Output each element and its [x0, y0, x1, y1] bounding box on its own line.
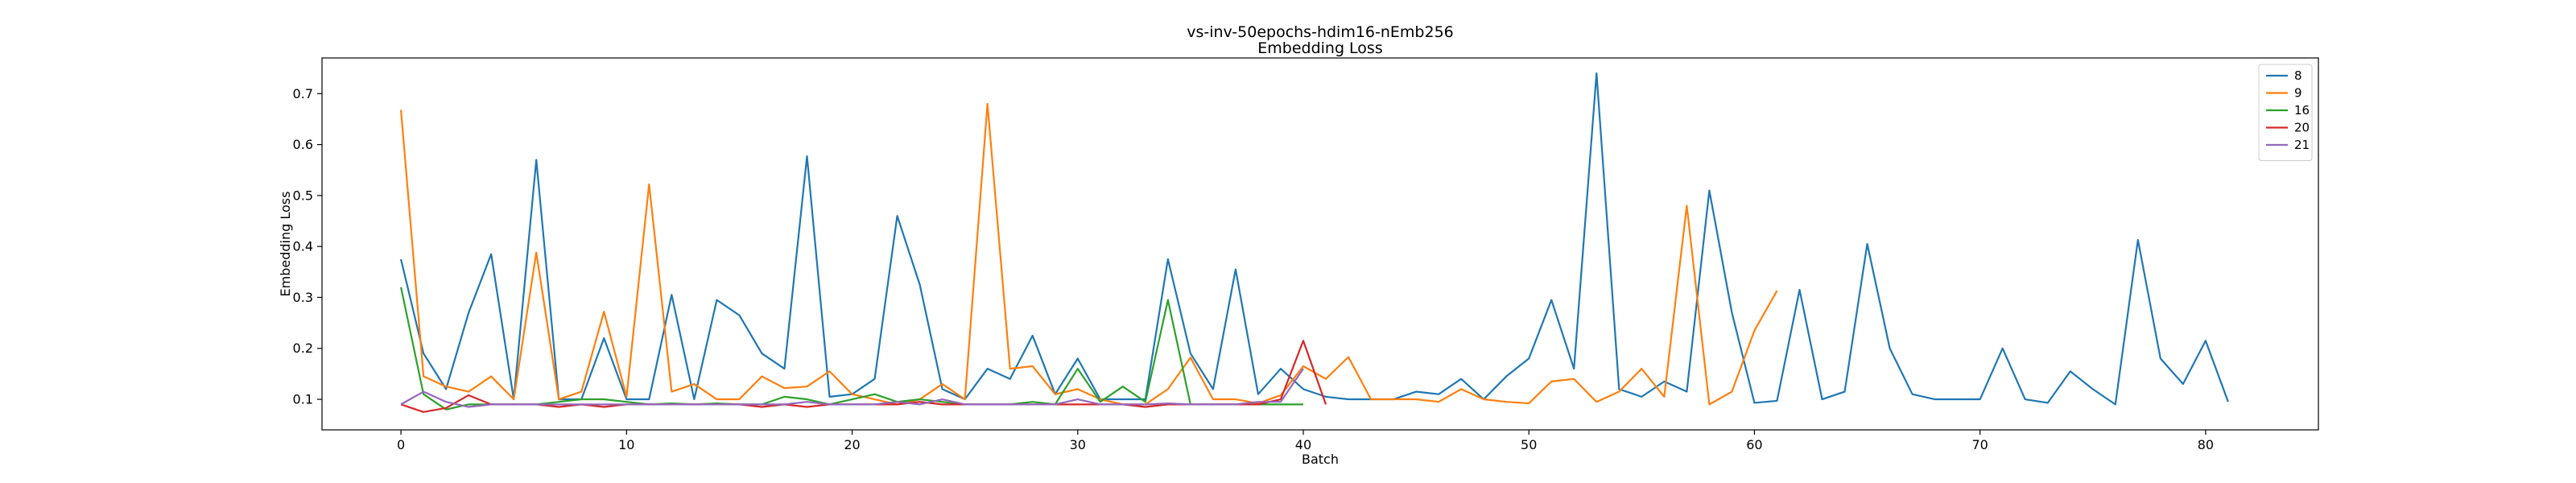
legend-label-8: 8 [2294, 68, 2302, 83]
y-tick-label: 0.7 [293, 86, 313, 101]
x-tick-label: 70 [1971, 437, 1988, 452]
y-tick-label: 0.1 [293, 392, 313, 407]
x-tick-label: 10 [618, 437, 634, 452]
y-tick-label: 0.5 [293, 188, 313, 203]
series-line-9 [399, 102, 1778, 406]
x-tick-label: 40 [1295, 437, 1311, 452]
chart-title: vs-inv-50epochs-hdim16-nEmb256 [1187, 23, 1454, 41]
y-axis-label: Embedding Loss [278, 192, 293, 297]
series-line-8 [400, 72, 2229, 406]
x-tick-label: 50 [1521, 437, 1537, 452]
y-axis: 0.1 0.2 0.3 0.4 0.5 0.6 0.7 [293, 86, 322, 407]
y-tick-label: 0.6 [293, 137, 313, 152]
series-line-21 [400, 368, 1304, 408]
legend-label-20: 20 [2294, 121, 2310, 135]
y-tick-label: 0.3 [293, 290, 313, 305]
y-tick-label: 0.4 [293, 239, 313, 254]
chart-subtitle: Embedding Loss [1257, 39, 1382, 57]
x-axis-label: Batch [1302, 452, 1339, 467]
legend-label-9: 9 [2294, 86, 2302, 101]
legend-label-21: 21 [2294, 138, 2310, 152]
y-tick-label: 0.2 [293, 341, 313, 356]
legend-label-16: 16 [2294, 103, 2310, 118]
plot-area: 0 10 20 30 40 50 60 70 80 0.1 0.2 0.3 0.4 0.5 0.6 0.7 [293, 57, 2319, 452]
x-tick-label: 30 [1070, 437, 1086, 452]
x-tick-label: 0 [397, 437, 405, 452]
plot-frame [321, 57, 2319, 431]
legend: 8 9 16 20 21 [2258, 64, 2313, 161]
x-tick-label: 20 [844, 437, 860, 452]
series-layer [399, 72, 2229, 413]
x-tick-label: 80 [2198, 437, 2214, 452]
series-line-16 [400, 287, 1303, 411]
legend-box [2258, 64, 2313, 161]
x-tick-label: 60 [1746, 437, 1762, 452]
x-axis: 0 10 20 30 40 50 60 70 80 [397, 430, 2214, 452]
